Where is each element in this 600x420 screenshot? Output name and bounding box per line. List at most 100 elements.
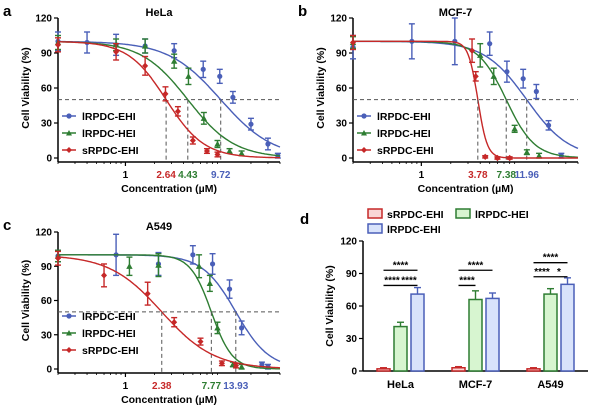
significance-label: **** [393,260,409,271]
data-point-sRPDC-EHI [144,290,151,297]
panel-title: A549 [146,221,172,233]
panel-title: HeLa [146,7,174,19]
data-point-sRPDC-EHI [233,362,240,369]
data-point-lRPDC-HEI [214,324,221,331]
y-tick-label: 30 [41,119,53,130]
data-point-lRPDC-HEI [170,57,178,64]
y-axis-label: Cell Viability (%) [20,260,32,342]
data-point-lRPDC-EHI [190,252,196,258]
data-point-sRPDC-EHI [113,48,120,56]
category-label: A549 [537,379,563,391]
legend-label: lRPDC-HEI [82,328,136,340]
data-point-lRPDC-HEI [238,150,245,156]
ic50-label: 2.64 [156,170,176,181]
y-tick-label: 30 [336,119,348,130]
y-tick-label: 0 [341,154,347,165]
data-point-lRPDC-HEI [226,147,233,154]
x-axis-label: Concentration (µM) [418,183,514,195]
data-point-lRPDC-HEI [511,125,518,132]
data-point-sRPDC-EHI [171,318,178,326]
y-tick-label: 0 [46,154,52,165]
panel-d: d 0 30 60 90 120 Cell Viability (%) HeLa MCF-7 A5… [300,208,588,391]
y-tick-label: 30 [41,330,53,341]
legend-label: lRPDC-HEI [377,128,431,140]
y-tick-label: 120 [340,237,357,248]
data-point-sRPDC-EHI [55,255,61,262]
bar-sRPDC-EHI [451,367,466,372]
legend-marker [361,113,367,119]
y-tick-label: 60 [336,84,348,95]
y-axis-label: Cell Viability (%) [315,47,327,129]
panel-a: a HeLa 0 30 60 90 120 Cell Viability (%) 1 Concen… [3,3,281,195]
legend-label: sRPDC-EHI [387,209,444,221]
data-point-lRPDC-EHI [265,141,271,147]
significance-label: **** [459,275,475,286]
data-point-lRPDC-EHI [248,121,254,127]
fit-curve-sRPDC-EHI [353,40,578,159]
data-point-lRPDC-HEI [214,140,221,147]
legend-marker [66,113,72,119]
data-point-lRPDC-HEI [238,363,245,370]
panel-letter: b [298,3,307,20]
legend-marker [361,147,367,153]
data-point-sRPDC-EHI [494,154,501,162]
ic50-label: 4.43 [178,170,198,181]
fit-curve-sRPDC-EHI [57,256,281,369]
y-tick-label: 60 [41,84,53,95]
bar-sRPDC-EHI [376,368,391,372]
bar-lRPDC-HEI [468,298,483,372]
ic50-label: 7.77 [202,381,222,392]
y-tick-label: 0 [46,365,52,376]
legend-marker [66,147,72,153]
legend-label: sRPDC-EHI [377,145,434,157]
data-point-sRPDC-EHI [142,62,149,70]
data-point-lRPDC-EHI [200,66,206,72]
data-point-sRPDC-EHI [482,153,489,161]
data-point-lRPDC-EHI [545,122,552,128]
ic50-label: 11.96 [514,170,539,181]
panel-letter: c [3,217,11,234]
data-point-lRPDC-EHI [217,73,223,79]
legend-marker [66,130,72,136]
panel-title: MCF-7 [439,7,473,19]
y-axis-label: Cell Viability (%) [324,265,336,347]
data-point-sRPDC-EHI [174,108,181,115]
y-tick-label: 120 [35,14,52,25]
x-tick-label: 1 [419,170,425,181]
bar-lRPDC-HEI [393,325,408,372]
x-axis-label: Concentration (µM) [121,394,217,406]
legend-swatch [455,208,471,219]
data-point-lRPDC-HEI [477,52,484,58]
data-point-sRPDC-EHI [55,41,61,49]
data-point-sRPDC-EHI [203,147,210,155]
y-tick-label: 30 [346,334,358,345]
legend-marker [361,130,367,136]
data-point-lRPDC-EHI [504,69,510,75]
significance-label: **** [468,260,484,271]
significance-label: **** [401,275,417,286]
data-point-sRPDC-EHI [189,137,196,144]
bar-sRPDC-EHI [526,368,541,372]
significance-label: **** [534,267,550,278]
legend-swatch [367,223,383,234]
data-point-lRPDC-EHI [230,94,236,100]
ic50-label: 2.38 [152,381,172,392]
panel-c: c A549 0 30 60 90 120 Cell Viability (%) 1 Concen… [3,217,281,406]
y-tick-label: 60 [41,296,53,307]
legend-marker [66,330,72,336]
significance-label: **** [543,253,559,264]
data-point-sRPDC-EHI [214,151,221,158]
data-point-lRPDC-EHI [487,41,493,47]
panel-letter: d [300,211,309,228]
legend-marker [66,347,72,353]
significance-label: * [557,267,561,278]
data-point-lRPDC-HEI [126,263,133,269]
ic50-label: 13.93 [223,381,248,392]
data-point-sRPDC-EHI [162,90,169,98]
bar-lRPDC-EHI [485,297,500,372]
data-point-sRPDC-EHI [506,154,513,162]
x-tick-label: 1 [123,381,129,392]
ic50-label: 7.38 [496,170,516,181]
y-tick-label: 0 [351,367,357,378]
